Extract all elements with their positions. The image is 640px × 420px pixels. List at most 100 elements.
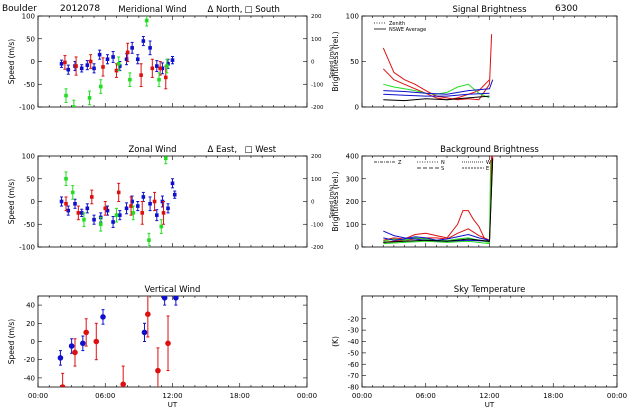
series-line-green2 [383, 240, 490, 245]
y-tick-label: 200 [346, 198, 359, 206]
data-point-red [116, 190, 121, 195]
y-right-tick-label: -200 [311, 245, 324, 251]
y-right-tick-label: 100 [311, 177, 322, 183]
plot-frame [37, 155, 308, 248]
data-point-blue [66, 208, 71, 213]
data-point-red [139, 73, 143, 77]
data-layer [57, 296, 179, 387]
data-layer [59, 156, 177, 247]
data-point-blue [148, 46, 152, 50]
y-right-axis-label: Speed (m/s) [329, 45, 335, 78]
plot-frame [361, 295, 618, 388]
data-point-red [120, 381, 126, 387]
legend-label: S [441, 166, 444, 172]
y-tick-label: 0 [31, 338, 35, 346]
data-point-red [74, 64, 78, 68]
data-point-green [64, 176, 68, 181]
data-point-red [125, 50, 130, 55]
data-point-green [98, 222, 103, 227]
x-tick-label: 18:00 [230, 392, 250, 400]
panel-title: Sky Temperature [454, 285, 526, 295]
y-axis-label: Speed (m/s) [7, 179, 16, 225]
y-tick-label: 100 [22, 153, 35, 161]
data-point-red [90, 195, 94, 199]
y-tick-label: -70 [348, 372, 359, 380]
data-point-red [103, 206, 108, 211]
y-tick-label: 50 [350, 58, 359, 66]
data-point-blue [173, 296, 179, 301]
data-point-blue [85, 206, 90, 211]
y-tick-label: -50 [348, 349, 359, 357]
legend-south-west: □ South [245, 5, 280, 15]
series-line-black [383, 158, 494, 243]
series-line-black [383, 95, 490, 102]
y-tick-label: 0 [31, 58, 35, 66]
series-line-red2 [382, 68, 490, 101]
data-point-blue [111, 220, 115, 224]
series-line-blue1 [383, 79, 494, 95]
data-point-red [129, 204, 133, 208]
y-tick-label: -60 [348, 361, 359, 369]
panel-meridional: Meridional Wind Δ North, □ South -100 -50 0 50… [7, 5, 335, 112]
y-tick-label: 50 [26, 35, 35, 43]
y-tick-label: -80 [348, 384, 359, 392]
panel-title: Zonal Wind [128, 145, 176, 155]
y-right-tick-label: -100 [311, 82, 324, 88]
data-point-blue [166, 61, 170, 66]
data-point-green [144, 18, 149, 23]
y-tick-label: -50 [24, 81, 35, 89]
x-tick-label: 00:00 [607, 392, 627, 400]
data-point-blue [79, 66, 84, 71]
data-point-blue [118, 64, 122, 68]
data-point-green [116, 61, 121, 66]
data-point-blue [59, 199, 64, 204]
y-tick-label: -30 [348, 327, 359, 335]
panel-vertical: Vertical Wind 00:00 06:00 12:00 18:00 00:00 UT… [7, 285, 317, 409]
legend-north-east: Δ East, [208, 145, 238, 155]
x-axis-label: UT [485, 401, 495, 409]
data-point-green [159, 224, 164, 229]
data-point-red [76, 211, 81, 215]
legend-label: W [486, 160, 491, 166]
data-point-blue [130, 46, 134, 50]
data-point-blue [135, 204, 140, 208]
panel-zonal: Zonal Wind Δ East, □ West -100 -50 0 50 100 Spee… [7, 145, 335, 252]
data-point-red [114, 68, 119, 73]
series-line-red1 [383, 156, 493, 244]
data-point-red [150, 66, 155, 71]
data-point-blue [141, 195, 146, 199]
y-axis-label: Speed (m/s) [7, 39, 16, 85]
y-tick-label: 50 [26, 175, 35, 183]
data-point-red [59, 384, 66, 387]
y-tick-label: 300 [346, 175, 359, 183]
data-layer [59, 16, 175, 107]
data-point-green [131, 211, 136, 215]
data-point-blue [68, 343, 75, 349]
data-point-blue [170, 58, 175, 62]
panel-background: Background Brightness 0 100 200 300 400 Bright… [331, 145, 618, 252]
data-point-blue [111, 55, 115, 59]
data-point-green [157, 77, 161, 82]
legend-label: Z [398, 160, 402, 166]
y-tick-label: 20 [26, 320, 35, 328]
y-tick-label: 0 [31, 198, 35, 206]
data-point-red [93, 338, 100, 345]
y-tick-label: 100 [22, 13, 35, 21]
data-point-blue [141, 329, 148, 336]
data-point-green [128, 77, 132, 82]
y-right-tick-label: 200 [311, 154, 322, 160]
series-line-blue1 [383, 233, 490, 241]
y-tick-label: -100 [19, 244, 35, 252]
y-tick-label: -20 [348, 315, 359, 323]
data-layer [382, 34, 494, 102]
y-tick-label: -40 [348, 338, 359, 346]
series-line-blue2 [383, 92, 490, 97]
data-point-green [98, 84, 103, 89]
data-point-blue [92, 66, 96, 71]
y-tick-label: -20 [24, 356, 35, 364]
y-tick-label: -50 [24, 221, 35, 229]
data-point-red [88, 59, 93, 64]
data-point-red [152, 199, 157, 204]
y-axis-label: (K) [331, 336, 340, 347]
